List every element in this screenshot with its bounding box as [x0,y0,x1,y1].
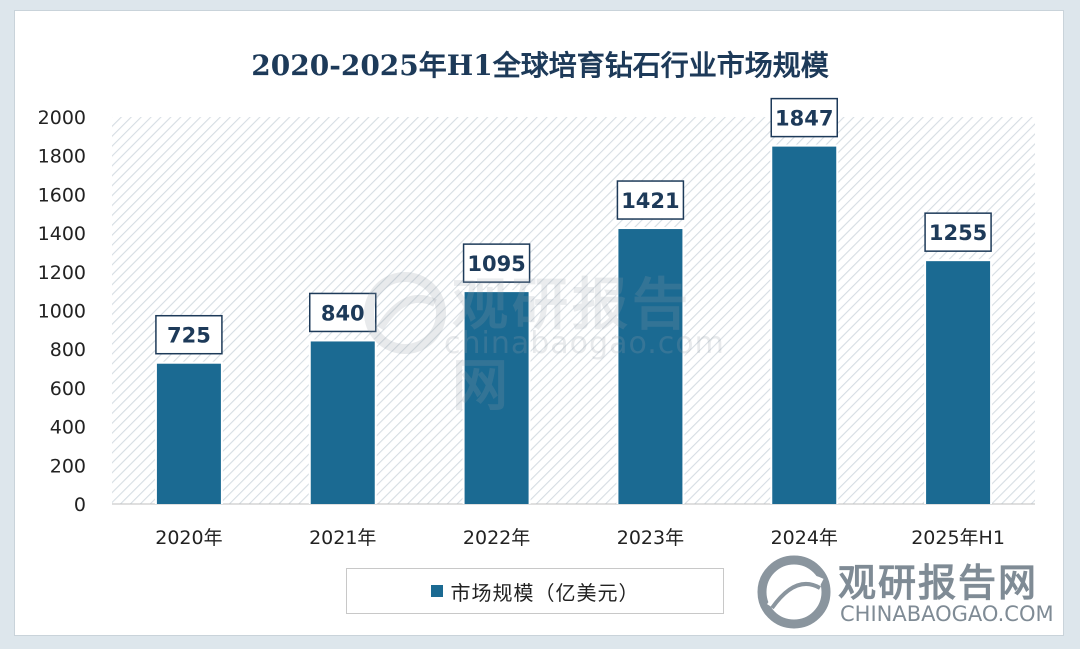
data-label-box [462,243,531,283]
x-tick-label: 2020年 [155,527,222,549]
legend-label: 市场规模（亿美元） [450,580,640,605]
data-label-box [155,314,223,355]
bar [464,292,529,504]
data-label: 725 [167,324,211,348]
data-label: 1847 [775,107,833,131]
y-tick-label: 600 [50,378,86,400]
y-tick-label: 200 [50,455,86,477]
y-tick-label: 2000 [38,107,86,129]
x-axis: 2020年 2021年 2022年 2023年 2024年 2025年H1 [112,503,1035,549]
data-labels: 725 840 1095 1421 1847 1255 [155,97,992,355]
y-tick-label: 1600 [38,184,86,206]
data-label: 1255 [929,221,987,245]
data-label: 840 [321,301,365,325]
data-label-box [616,180,685,220]
x-tick-label: 2023年 [617,527,684,549]
chart-title: 2020-2025年H1全球培育钻石行业市场规模 [251,49,829,82]
y-tick-label: 1800 [38,146,86,168]
x-tick-label: 2025年H1 [911,527,1005,549]
y-tick-label: 800 [50,339,86,361]
bar [156,363,221,504]
bar-series [154,144,993,504]
bar [618,229,683,504]
data-label-box [770,97,838,138]
bar [772,146,837,504]
x-tick-label: 2021年 [309,527,376,549]
y-tick-label: 1400 [38,223,86,245]
legend: 市场规模（亿美元） [346,568,724,614]
y-axis: 0 200 400 600 800 1000 1200 1400 1600 1800 2000 [38,107,86,516]
data-label: 1095 [467,252,525,276]
x-tick-label: 2022年 [463,527,530,549]
data-label: 1421 [621,189,679,213]
y-tick-label: 0 [74,494,86,516]
y-tick-label: 400 [50,417,86,439]
bar [310,341,375,504]
bar [926,261,991,504]
y-tick-label: 1200 [38,262,86,284]
plot-area [112,117,1035,504]
data-label-box [309,292,377,333]
data-label-box [924,212,992,252]
y-tick-label: 1000 [38,301,86,323]
x-tick-label: 2024年 [771,527,838,549]
legend-swatch [430,585,443,597]
